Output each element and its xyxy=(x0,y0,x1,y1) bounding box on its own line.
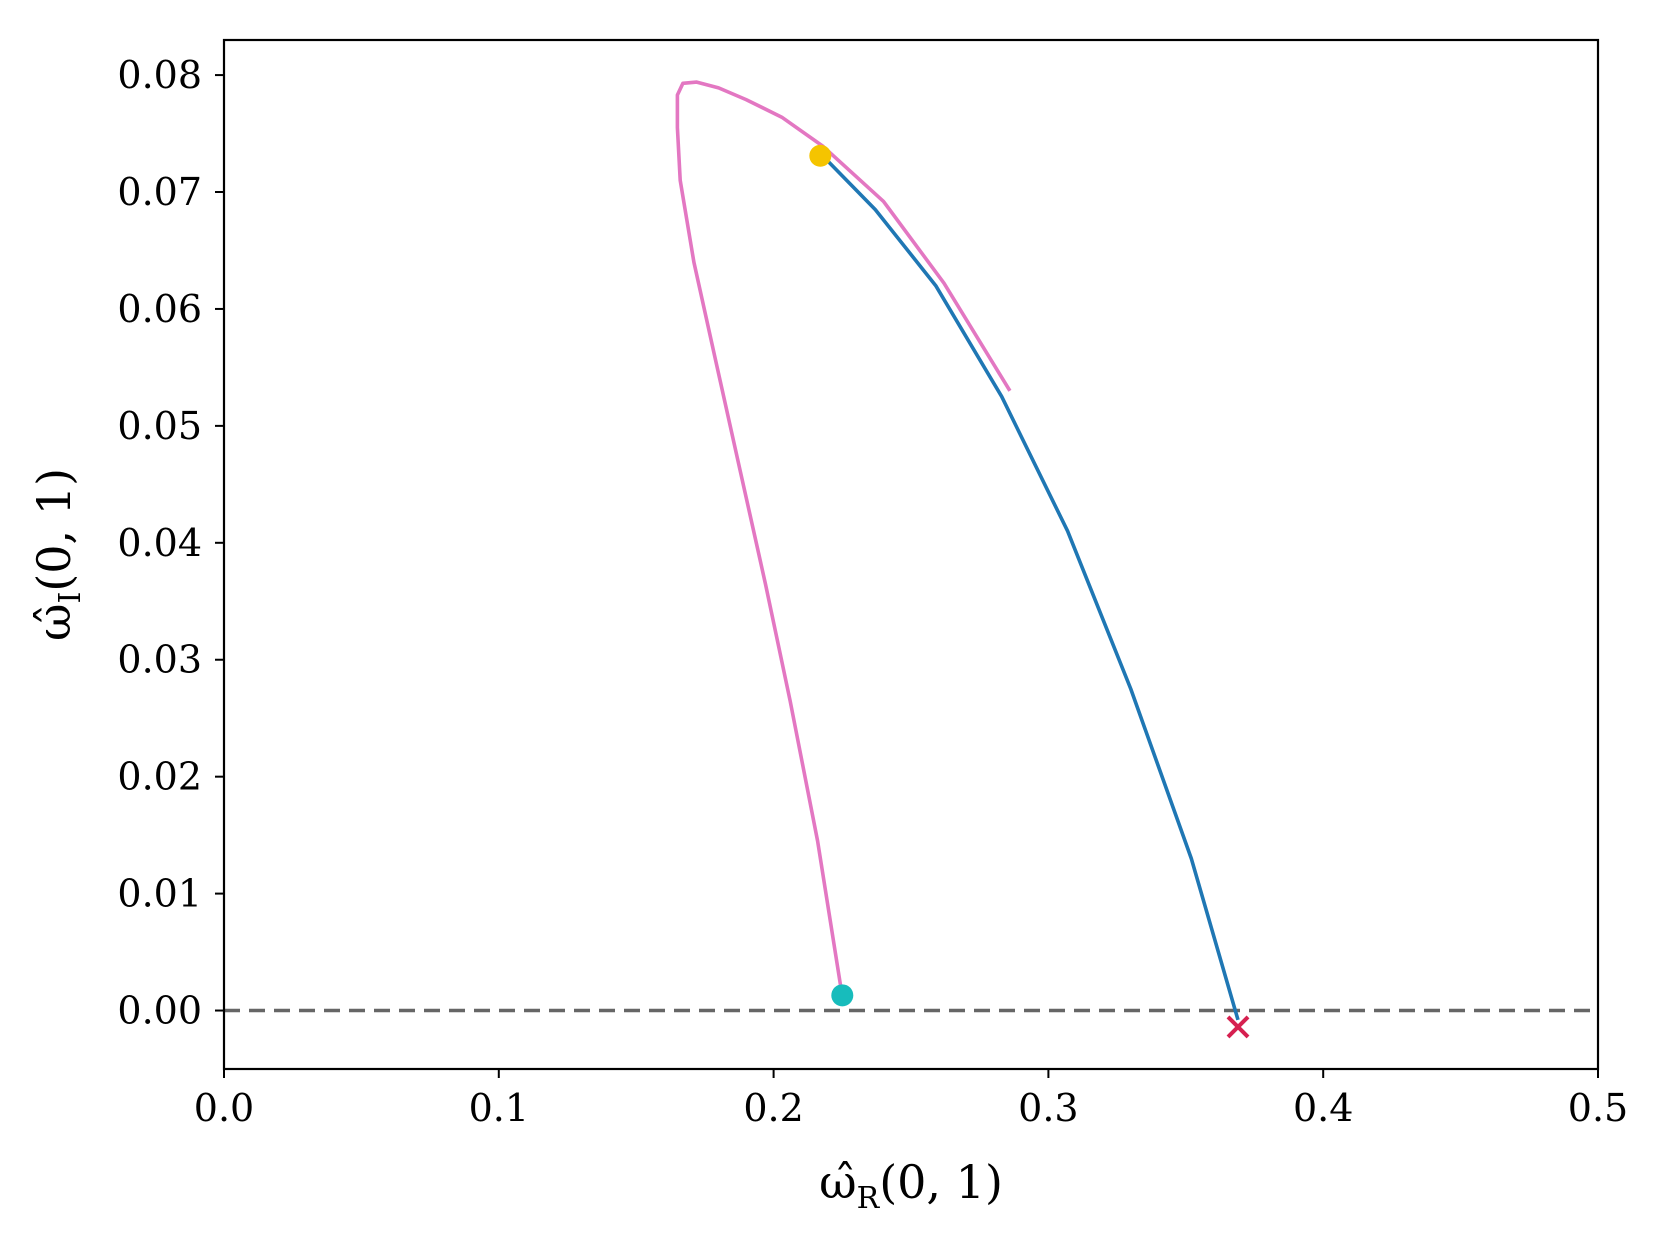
x-tick-label: 0.4 xyxy=(1293,1086,1353,1130)
x-tick-label: 0.1 xyxy=(469,1086,529,1130)
marker-circle-cyan xyxy=(831,984,854,1007)
y-tick-label: 0.05 xyxy=(117,404,202,448)
axes-frame xyxy=(222,38,1600,1071)
y-axis-label: ω̂I(0, 1) xyxy=(27,468,88,641)
y-tick-label: 0.01 xyxy=(117,872,202,916)
y-tick-label: 0.02 xyxy=(117,755,202,799)
y-tick-label: 0.04 xyxy=(117,521,202,565)
y-tick-label: 0.00 xyxy=(117,989,202,1033)
plot-area xyxy=(224,80,1598,1039)
marker-x-red xyxy=(1226,1015,1250,1039)
y-tick-label: 0.03 xyxy=(117,638,202,682)
x-tick-label: 0.2 xyxy=(743,1086,803,1130)
y-tick-label: 0.06 xyxy=(117,287,202,331)
x-tick-label: 0.5 xyxy=(1568,1086,1628,1130)
y-tick-label: 0.07 xyxy=(117,170,202,214)
y-tick-label: 0.08 xyxy=(117,53,202,97)
series-line-pink xyxy=(675,80,1012,997)
ticks: 0.0 0.1 0.2 0.3 0.4 0.5 0.00 0.01 0.02 0.03 0.04 0.… xyxy=(117,53,1628,1130)
x-tick-label: 0.3 xyxy=(1018,1086,1078,1130)
x-tick-label: 0.0 xyxy=(194,1086,254,1130)
marker-circle-gold xyxy=(809,144,832,167)
x-axis-label: ω̂R(0, 1) xyxy=(819,1155,1003,1216)
series-line-blue xyxy=(819,152,1240,1021)
